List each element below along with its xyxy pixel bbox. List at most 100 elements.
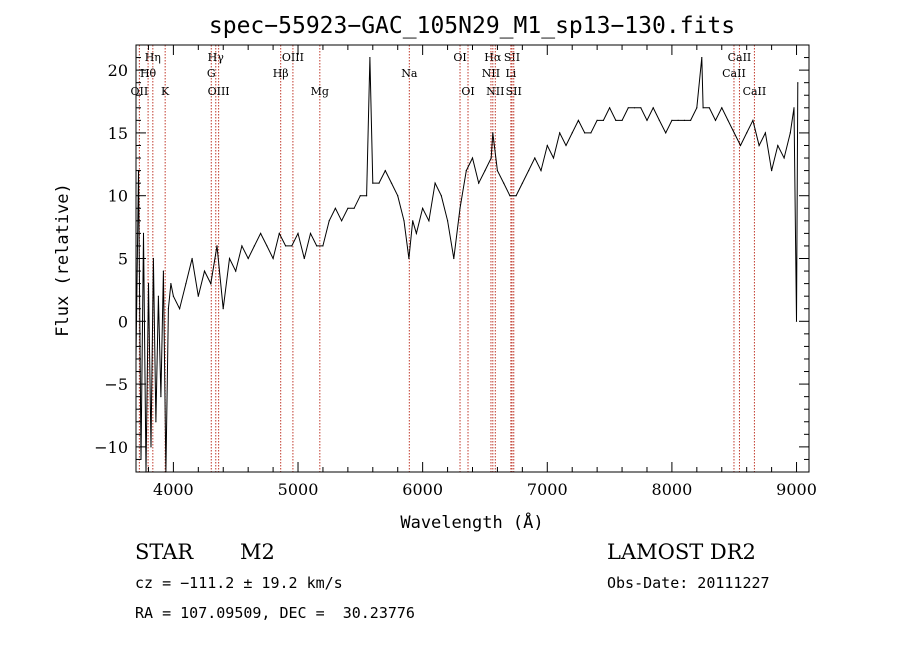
data-point <box>733 132 735 134</box>
object-subclass: M2 <box>240 540 275 564</box>
data-point <box>390 182 393 184</box>
data-point <box>615 119 617 121</box>
data-point <box>415 232 417 234</box>
data-point <box>465 170 467 172</box>
x-axis-label: Wavelength (Å) <box>400 511 543 533</box>
x-tick-label: 5000 <box>278 480 319 499</box>
data-point <box>447 220 449 222</box>
line-marker-label-8: Hβ <box>273 67 289 80</box>
data-point <box>210 283 212 285</box>
line-marker-label-4: Hγ <box>208 51 225 64</box>
data-point <box>771 170 773 172</box>
data-point <box>789 132 791 134</box>
line-marker-label-14: SII <box>504 51 520 64</box>
data-point <box>247 257 249 260</box>
data-point <box>596 119 598 121</box>
data-point <box>783 157 785 159</box>
data-point <box>403 220 405 222</box>
redshift-velocity: cz = −111.2 ± 19.2 km/s <box>135 574 343 592</box>
data-point <box>496 170 498 172</box>
data-point <box>152 257 154 260</box>
spectrum-series <box>135 57 799 473</box>
data-point <box>179 308 181 310</box>
data-point <box>758 144 760 147</box>
data-point <box>160 396 162 398</box>
data-point <box>609 107 611 109</box>
y-axis-ticks: −10 −5 0 5 10 15 20 <box>94 57 809 460</box>
observation-date: Obs-Date: 20111227 <box>607 574 770 592</box>
data-point <box>559 132 561 134</box>
y-tick-label: 15 <box>108 124 128 143</box>
data-point <box>552 157 555 159</box>
data-point <box>471 157 474 159</box>
data-point <box>378 182 380 184</box>
data-point <box>795 320 798 322</box>
data-point <box>428 220 430 222</box>
data-point <box>408 257 410 260</box>
data-point <box>459 207 461 209</box>
y-tick-label: −10 <box>94 438 128 457</box>
line-marker-label-15: NII <box>482 67 500 80</box>
data-point <box>708 107 710 109</box>
data-point <box>677 119 679 121</box>
y-tick-label: 20 <box>108 61 128 80</box>
line-marker-label-3: K <box>161 85 170 98</box>
x-tick-label: 4000 <box>153 480 194 499</box>
line-marker-label-19: CaII <box>728 51 752 64</box>
data-point <box>777 144 779 147</box>
line-marker-label-7: OIII <box>282 51 304 64</box>
plot-frame <box>135 44 810 473</box>
data-point <box>540 170 542 172</box>
data-point <box>150 446 152 448</box>
data-point <box>633 107 636 109</box>
line-marker-label-9: Mg <box>311 85 329 98</box>
data-point <box>528 170 530 172</box>
data-point <box>369 57 371 59</box>
data-point <box>260 232 262 234</box>
data-point <box>702 107 704 109</box>
data-point <box>222 308 224 310</box>
line-marker-label-12: OI <box>461 85 474 98</box>
data-point <box>170 283 172 285</box>
data-point <box>334 207 336 209</box>
y-tick-label: 0 <box>118 312 128 331</box>
data-point <box>640 107 642 109</box>
data-point <box>235 270 237 272</box>
data-point <box>241 245 243 247</box>
data-point <box>646 119 648 121</box>
line-marker-label-21: CaII <box>743 85 767 98</box>
data-point <box>422 207 424 209</box>
data-point <box>484 170 486 172</box>
data-point <box>490 157 492 159</box>
data-point <box>701 57 703 59</box>
data-point <box>412 220 414 222</box>
data-point <box>584 132 586 134</box>
data-point <box>793 107 795 109</box>
x-tick-label: 8000 <box>652 480 693 499</box>
data-point <box>309 232 312 234</box>
y-tick-label: 5 <box>118 250 128 269</box>
line-marker-label-16: Li <box>505 67 516 80</box>
data-point <box>328 220 330 222</box>
data-point <box>621 119 623 121</box>
data-point <box>322 245 324 247</box>
data-point <box>397 195 399 197</box>
spectrum-line-0 <box>135 57 799 473</box>
data-point <box>577 119 580 121</box>
data-point <box>571 132 573 134</box>
data-point <box>739 144 742 147</box>
data-point <box>366 195 368 197</box>
data-point <box>602 119 605 121</box>
data-point <box>272 257 274 260</box>
data-point <box>359 195 361 197</box>
data-point <box>167 308 169 310</box>
object-class: STAR <box>135 540 194 564</box>
data-point <box>521 182 524 184</box>
data-point <box>347 207 349 209</box>
y-tick-label: −5 <box>104 375 128 394</box>
data-point <box>372 182 374 184</box>
data-point <box>546 144 548 147</box>
y-tick-label: 10 <box>108 187 128 206</box>
x-axis-ticks: 4000 5000 6000 7000 8000 9000 <box>147 45 817 499</box>
